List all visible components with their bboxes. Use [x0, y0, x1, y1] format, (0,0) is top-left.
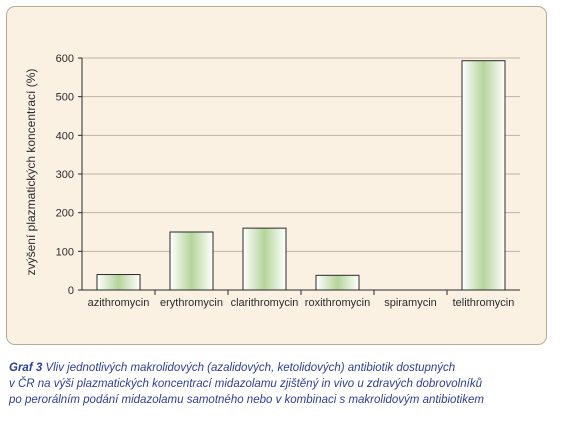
bar-azithromycin: [96, 274, 141, 291]
bar-clarithromycin: [242, 227, 287, 291]
x-tick-label-erythromycin: erythromycin: [160, 297, 223, 309]
caption-line-1: Vliv jednotlivých makrolidových (azalido…: [45, 362, 456, 374]
x-tick-label-roxithromycin: roxithromycin: [305, 297, 370, 309]
x-tick-label-azithromycin: azithromycin: [88, 297, 150, 309]
bar-roxithromycin: [315, 274, 360, 291]
caption-line-3: po perorálním podání midazolamu samotnéh…: [9, 394, 484, 406]
y-tick-label-600: 600: [56, 53, 74, 65]
x-tick-label-telithromycin: telithromycin: [453, 297, 515, 309]
figure-caption: Graf 3 Vliv jednotlivých makrolidových (…: [9, 360, 555, 408]
bar-erythromycin: [169, 231, 214, 291]
caption-line-2: v ČR na výši plazmatických koncentrací m…: [9, 378, 482, 390]
bar-chart: 0 100 200 300 400 500 600 azithromycin erythromy…: [24, 53, 520, 309]
x-tick-label-spiramycin: spiramycin: [384, 297, 437, 309]
y-tick-label-100: 100: [56, 246, 74, 258]
y-axis-label: zvýšení plazmatických koncentrací (%): [24, 69, 38, 276]
y-tick-label-0: 0: [68, 285, 74, 297]
y-tick-label-500: 500: [56, 92, 74, 104]
x-tick-label-clarithromycin: clarithromycin: [231, 297, 299, 309]
caption-label: Graf 3: [9, 362, 43, 374]
y-tick-label-300: 300: [56, 169, 74, 181]
y-tick-label-200: 200: [56, 208, 74, 220]
bar-telithromycin: [461, 60, 506, 291]
y-tick-label-400: 400: [56, 130, 74, 142]
